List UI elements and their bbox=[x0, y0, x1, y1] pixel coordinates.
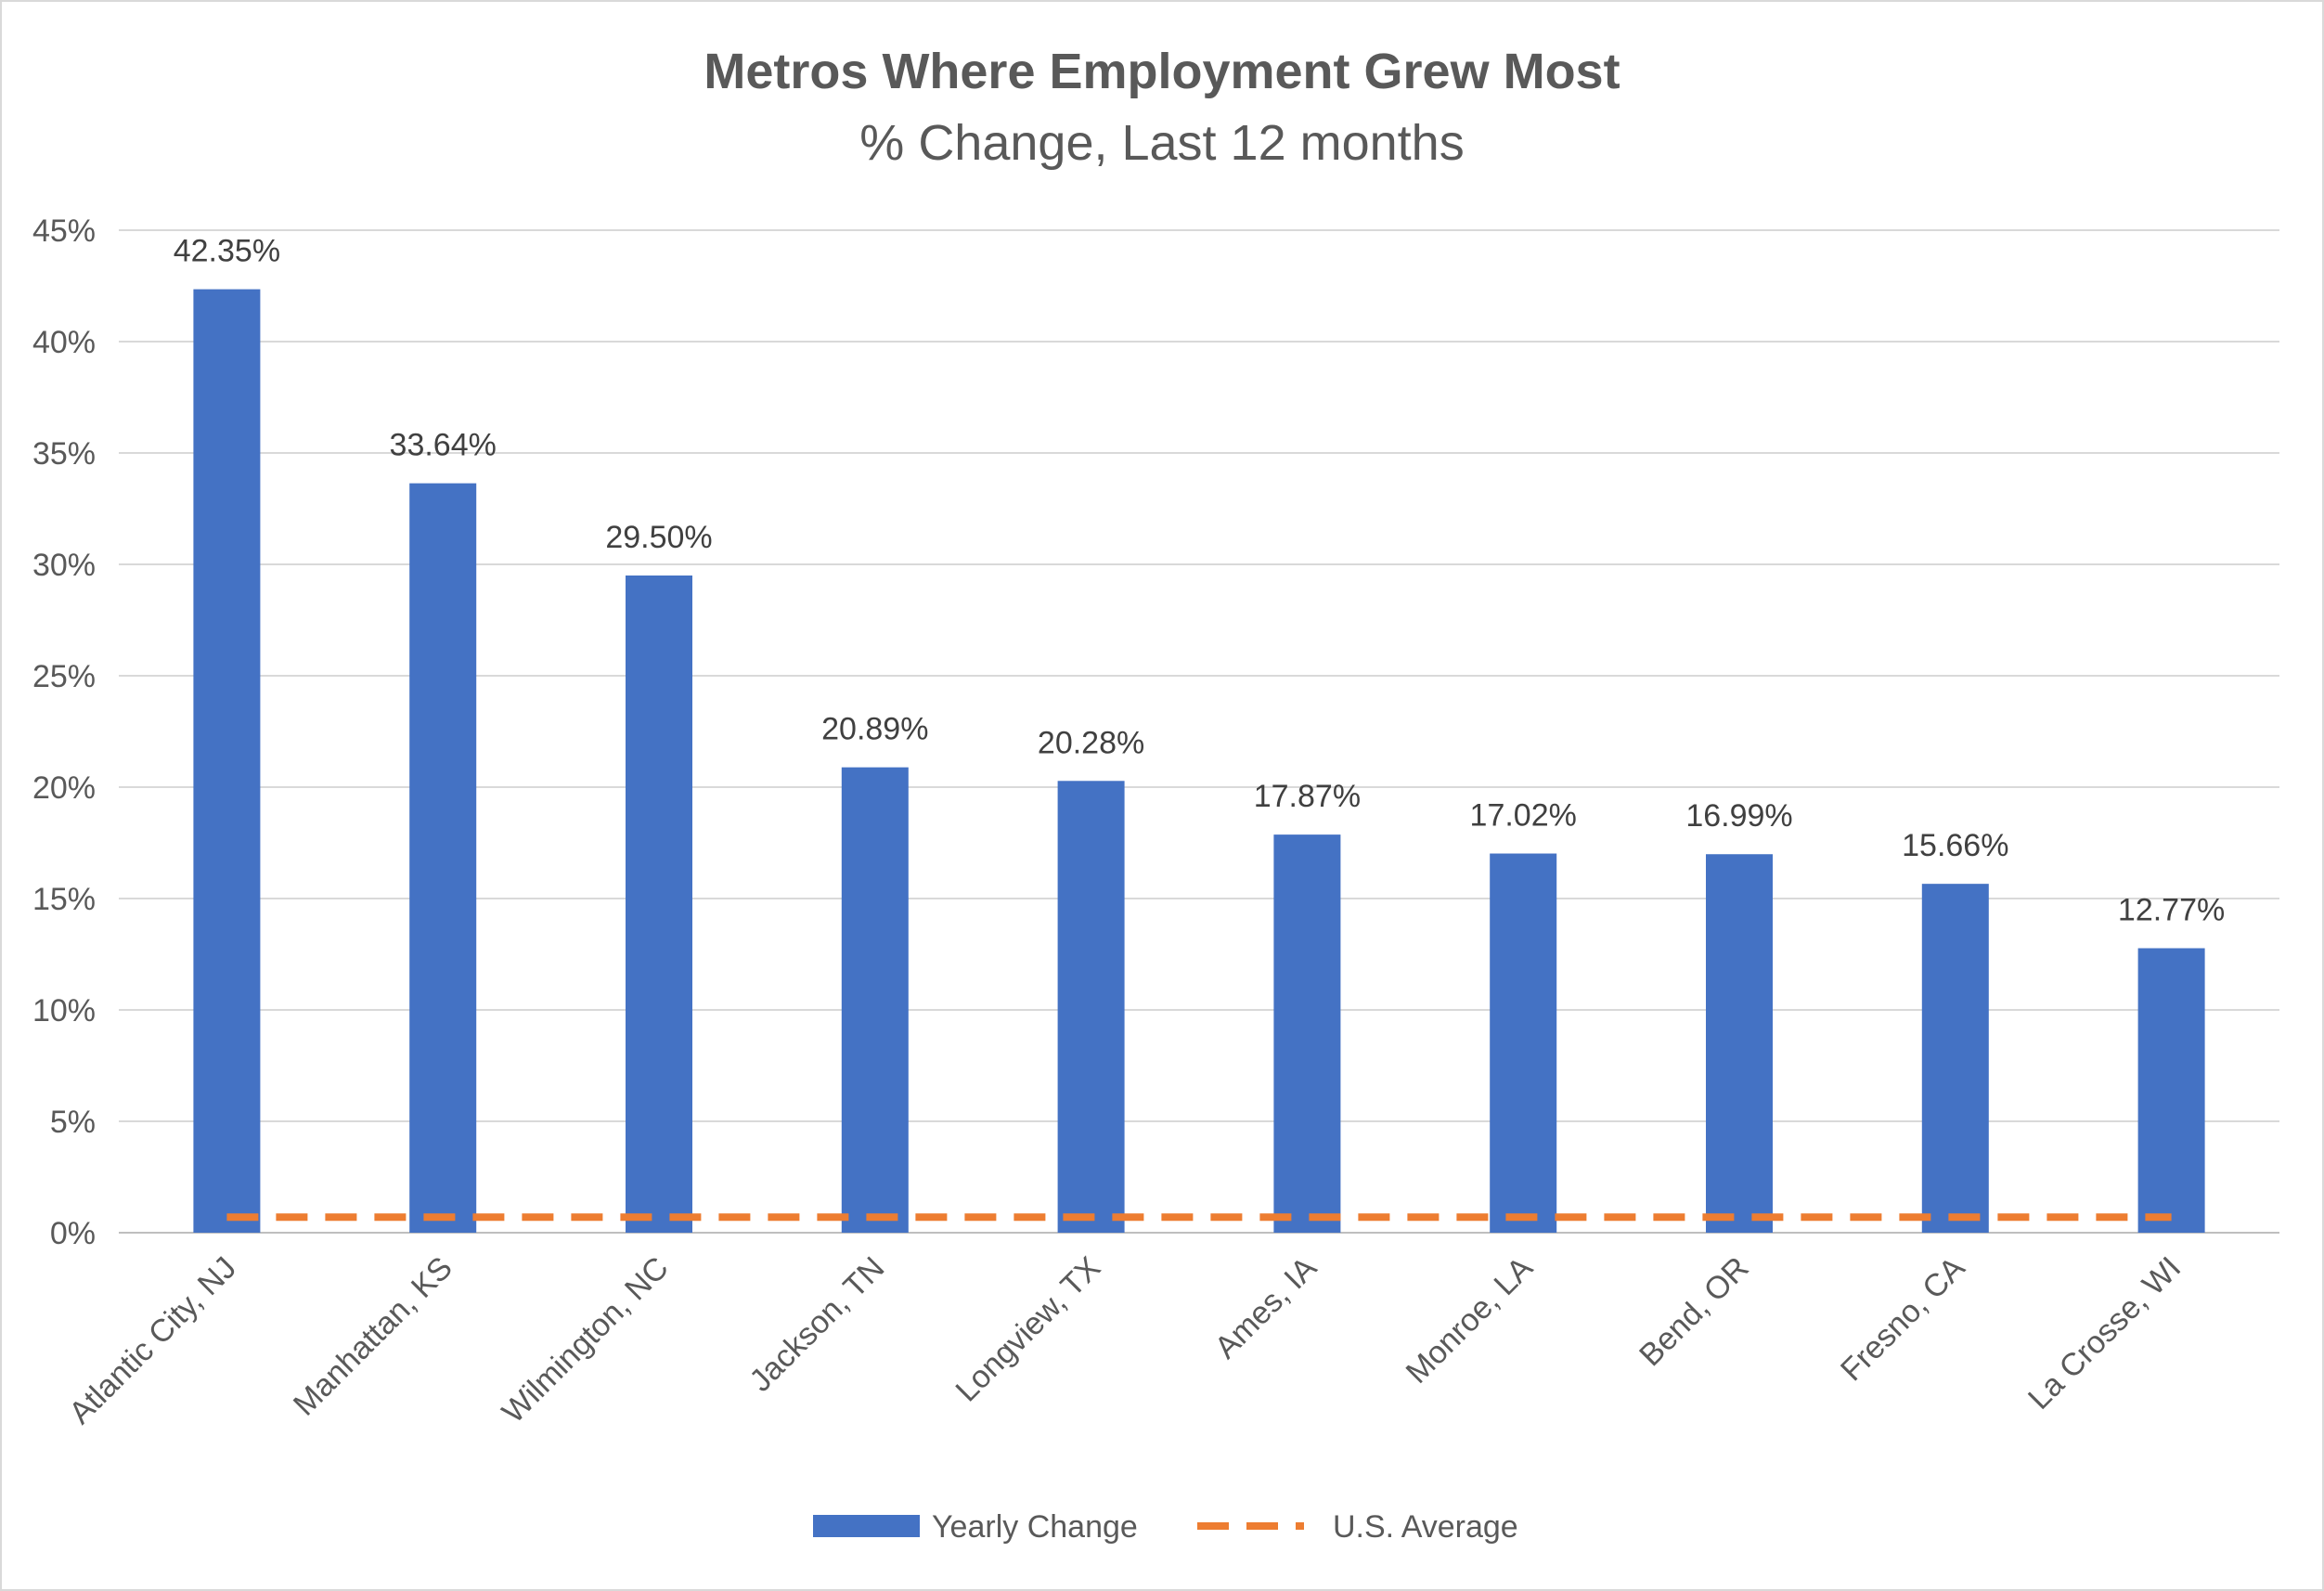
bar bbox=[1706, 854, 1773, 1233]
y-tick-label: 35% bbox=[32, 436, 96, 472]
legend: Yearly Change U.S. Average bbox=[813, 1509, 1518, 1545]
y-tick-label: 5% bbox=[50, 1105, 96, 1140]
data-label: 12.77% bbox=[2118, 893, 2225, 928]
y-axis: 0% 5% 10% 15% 20% 25% 30% 35% 40% 45% bbox=[32, 213, 96, 1251]
y-tick-label: 15% bbox=[32, 882, 96, 917]
legend-swatch-yearly-change bbox=[813, 1515, 920, 1537]
y-tick-label: 45% bbox=[32, 213, 96, 249]
bar bbox=[409, 483, 477, 1233]
bar bbox=[193, 289, 261, 1234]
data-label: 15.66% bbox=[1902, 828, 2008, 863]
y-tick-label: 30% bbox=[32, 548, 96, 583]
legend-label-yearly-change: Yearly Change bbox=[932, 1509, 1138, 1545]
data-label: 29.50% bbox=[605, 520, 712, 555]
bar bbox=[2137, 948, 2205, 1233]
data-label: 17.87% bbox=[1254, 779, 1361, 814]
bar bbox=[1273, 834, 1341, 1233]
y-tick-label: 25% bbox=[32, 659, 96, 694]
y-tick-label: 10% bbox=[32, 993, 96, 1028]
data-label: 20.28% bbox=[1038, 725, 1144, 760]
data-label: 42.35% bbox=[174, 234, 280, 269]
bar bbox=[1921, 884, 1989, 1233]
bar bbox=[1057, 781, 1125, 1233]
data-label: 20.89% bbox=[821, 712, 928, 747]
data-label: 17.02% bbox=[1470, 798, 1577, 834]
data-label: 16.99% bbox=[1685, 798, 1792, 834]
data-labels: 42.35% 33.64% 29.50% 20.89% 20.28% 17.87% 17.0… bbox=[174, 234, 2226, 928]
bar-series bbox=[193, 289, 2205, 1234]
bar bbox=[1490, 853, 1557, 1233]
bar bbox=[841, 767, 909, 1233]
gridlines bbox=[119, 229, 2279, 1234]
bar bbox=[626, 576, 692, 1233]
chart-subtitle: % Change, Last 12 months bbox=[859, 115, 1464, 171]
y-tick-label: 20% bbox=[32, 770, 96, 806]
y-tick-label: 40% bbox=[32, 325, 96, 360]
y-tick-label: 0% bbox=[50, 1216, 96, 1251]
chart-title: Metros Where Employment Grew Most bbox=[704, 44, 1620, 99]
legend-label-us-average: U.S. Average bbox=[1333, 1509, 1518, 1545]
data-label: 33.64% bbox=[390, 428, 497, 463]
